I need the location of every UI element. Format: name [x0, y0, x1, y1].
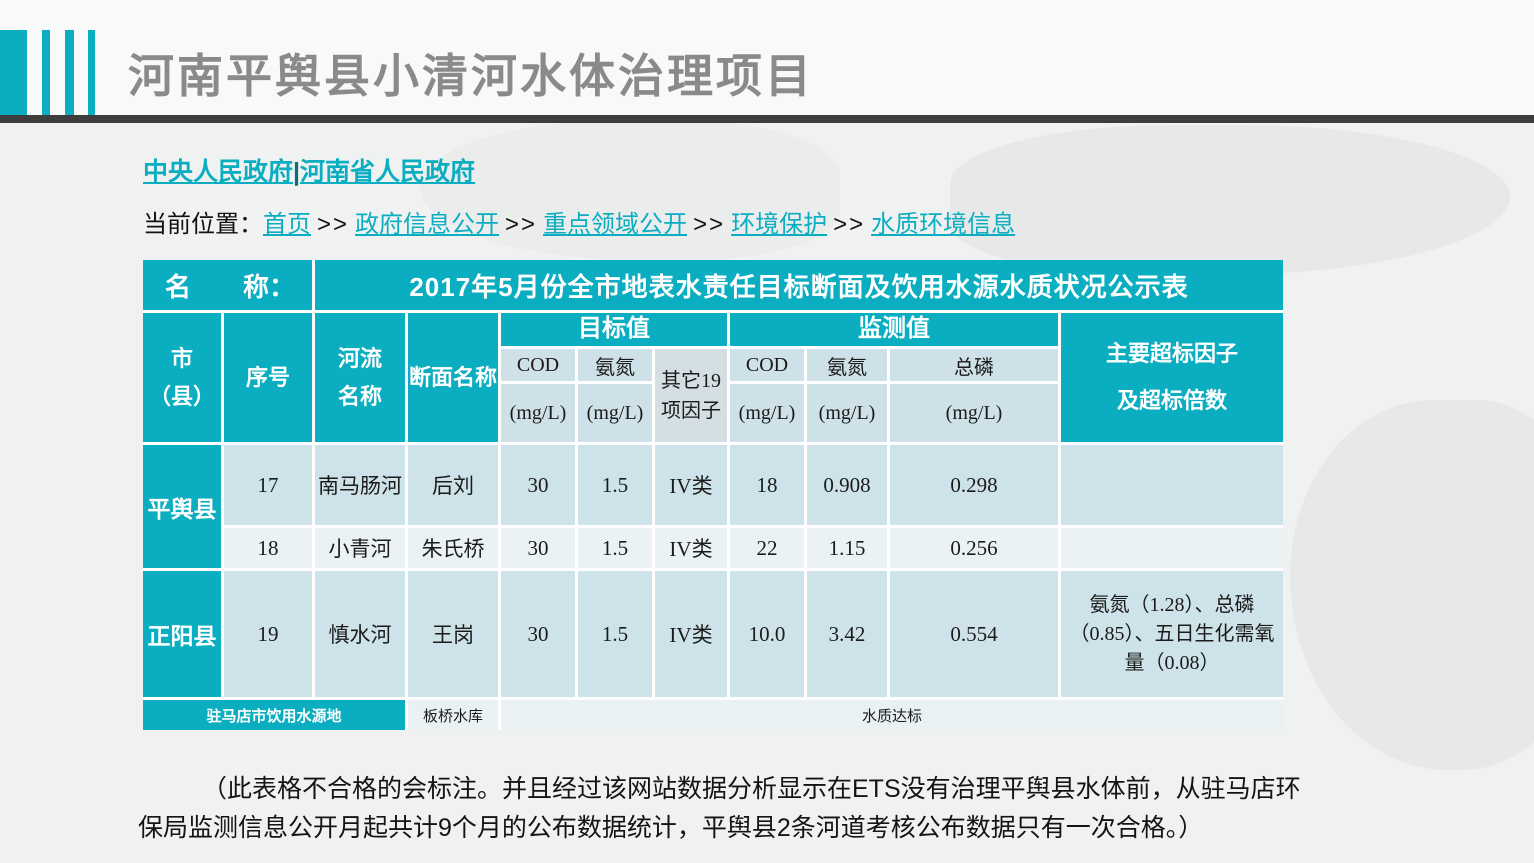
subheader-target-cod: COD: [501, 349, 575, 381]
cell-exceed-factors: 氨氮（1.28）、总磷（0.85）、五日生化需氧量（0.08）: [1061, 571, 1283, 697]
col-header-river: 河流 名称: [315, 313, 405, 442]
gov-links-separator: |: [293, 158, 301, 186]
cell-monitor-cod: 10.0: [730, 571, 804, 697]
col-header-seq: 序号: [224, 313, 312, 442]
breadcrumb-link-key-areas[interactable]: 重点领域公开: [543, 211, 688, 238]
cell-section: 朱氏桥: [408, 528, 498, 568]
breadcrumb-label: 当前位置：: [143, 211, 263, 238]
world-map-watermark: [420, 120, 840, 260]
cell-monitor-nh3: 3.42: [807, 571, 887, 697]
cell-seq: 17: [224, 445, 312, 525]
cell-monitor-cod: 18: [730, 445, 804, 525]
subheader-other-factors: 其它19项因子: [655, 349, 727, 442]
header-divider: [0, 115, 1534, 123]
cell-monitor-tp: 0.298: [890, 445, 1058, 525]
breadcrumb-link-home[interactable]: 首页: [263, 211, 311, 238]
cell-river: 小青河: [315, 528, 405, 568]
subheader-target-nh3: 氨氮: [578, 349, 652, 381]
accent-bar: [88, 30, 95, 115]
cell-section: 后刘: [408, 445, 498, 525]
table-name-value: 2017年5月份全市地表水责任目标断面及饮用水源水质状况公示表: [315, 260, 1283, 310]
unit-label: (mg/L): [501, 384, 575, 442]
cell-target-other: IV类: [655, 445, 727, 525]
col-header-river-line1: 河流: [337, 346, 382, 372]
page-title: 河南平舆县小清河水体治理项目: [128, 50, 814, 102]
breadcrumb-link-info-disclosure[interactable]: 政府信息公开: [355, 211, 500, 238]
col-header-city-line2: （县）: [148, 383, 215, 409]
cell-target-cod: 30: [501, 445, 575, 525]
unit-label: (mg/L): [807, 384, 887, 442]
col-header-exceed: 主要超标因子 及超标倍数: [1061, 313, 1283, 442]
group-header-target: 目标值: [501, 313, 727, 346]
breadcrumb-separator: >>: [833, 211, 866, 238]
cell-river: 南马肠河: [315, 445, 405, 525]
table-name-label: 名 称：: [143, 260, 312, 310]
cell-target-cod: 30: [501, 571, 575, 697]
breadcrumb-separator: >>: [317, 211, 350, 238]
footnote-line1: （此表格不合格的会标注。并且经过该网站数据分析显示在ETS没有治理平舆县水体前，…: [202, 775, 1301, 803]
col-header-exceed-line2: 及超标倍数: [1116, 387, 1227, 413]
cell-exceed: [1061, 528, 1283, 568]
footer-reservoir: 板桥水库: [408, 700, 498, 730]
cell-section: 王岗: [408, 571, 498, 697]
col-header-river-line2: 名称: [337, 383, 382, 409]
cell-monitor-nh3: 1.15: [807, 528, 887, 568]
subheader-monitor-nh3: 氨氮: [807, 349, 887, 381]
accent-bar: [0, 30, 27, 115]
group-header-monitor: 监测值: [730, 313, 1058, 346]
breadcrumb-separator: >>: [505, 211, 538, 238]
gov-links: 中央人民政府|河南省人民政府: [143, 152, 475, 188]
breadcrumb-link-water-quality[interactable]: 水质环境信息: [871, 211, 1016, 238]
accent-bar: [65, 30, 74, 115]
cell-exceed: [1061, 445, 1283, 525]
cell-monitor-tp: 0.554: [890, 571, 1058, 697]
cell-target-nh3: 1.5: [578, 571, 652, 697]
col-header-section: 断面名称: [408, 313, 498, 442]
unit-label: (mg/L): [578, 384, 652, 442]
cell-monitor-nh3: 0.908: [807, 445, 887, 525]
col-header-city-line1: 市: [170, 346, 193, 372]
gov-link-henan[interactable]: 河南省人民政府: [300, 158, 476, 186]
breadcrumb-link-environment[interactable]: 环境保护: [731, 211, 828, 238]
cell-target-nh3: 1.5: [578, 528, 652, 568]
cell-seq: 18: [224, 528, 312, 568]
cell-target-nh3: 1.5: [578, 445, 652, 525]
gov-link-central[interactable]: 中央人民政府: [143, 158, 294, 186]
cell-target-other: IV类: [655, 528, 727, 568]
footer-drinking-water-source: 驻马店市饮用水源地: [143, 700, 405, 730]
col-header-exceed-line1: 主要超标因子: [1105, 341, 1238, 367]
footer-water-status: 水质达标: [501, 700, 1283, 730]
unit-label: (mg/L): [890, 384, 1058, 442]
title-strip: [0, 0, 1534, 115]
unit-label: (mg/L): [730, 384, 804, 442]
subheader-monitor-cod: COD: [730, 349, 804, 381]
cell-county-pingyu: 平舆县: [143, 445, 221, 568]
breadcrumb: 当前位置：首页 >> 政府信息公开 >> 重点领域公开 >> 环境保护 >> 水质环境信息: [143, 204, 1015, 239]
cell-target-cod: 30: [501, 528, 575, 568]
world-map-watermark: [1290, 400, 1534, 770]
col-header-city: 市 （县）: [143, 313, 221, 442]
accent-bar: [42, 30, 50, 115]
cell-county-zhengyang: 正阳县: [143, 571, 221, 697]
cell-monitor-tp: 0.256: [890, 528, 1058, 568]
cell-river: 慎水河: [315, 571, 405, 697]
breadcrumb-separator: >>: [693, 211, 726, 238]
water-quality-table: 名 称： 2017年5月份全市地表水责任目标断面及饮用水源水质状况公示表 市 （…: [143, 260, 1283, 730]
world-map-watermark: [950, 125, 1510, 275]
cell-seq: 19: [224, 571, 312, 697]
cell-target-other: IV类: [655, 571, 727, 697]
footnote-line2: 保局监测信息公开月起共计9个月的公布数据统计，平舆县2条河道考核公布数据只有一次…: [138, 814, 1204, 842]
subheader-monitor-tp: 总磷: [890, 349, 1058, 381]
cell-monitor-cod: 22: [730, 528, 804, 568]
footnote: （此表格不合格的会标注。并且经过该网站数据分析显示在ETS没有治理平舆县水体前，…: [138, 770, 1353, 848]
